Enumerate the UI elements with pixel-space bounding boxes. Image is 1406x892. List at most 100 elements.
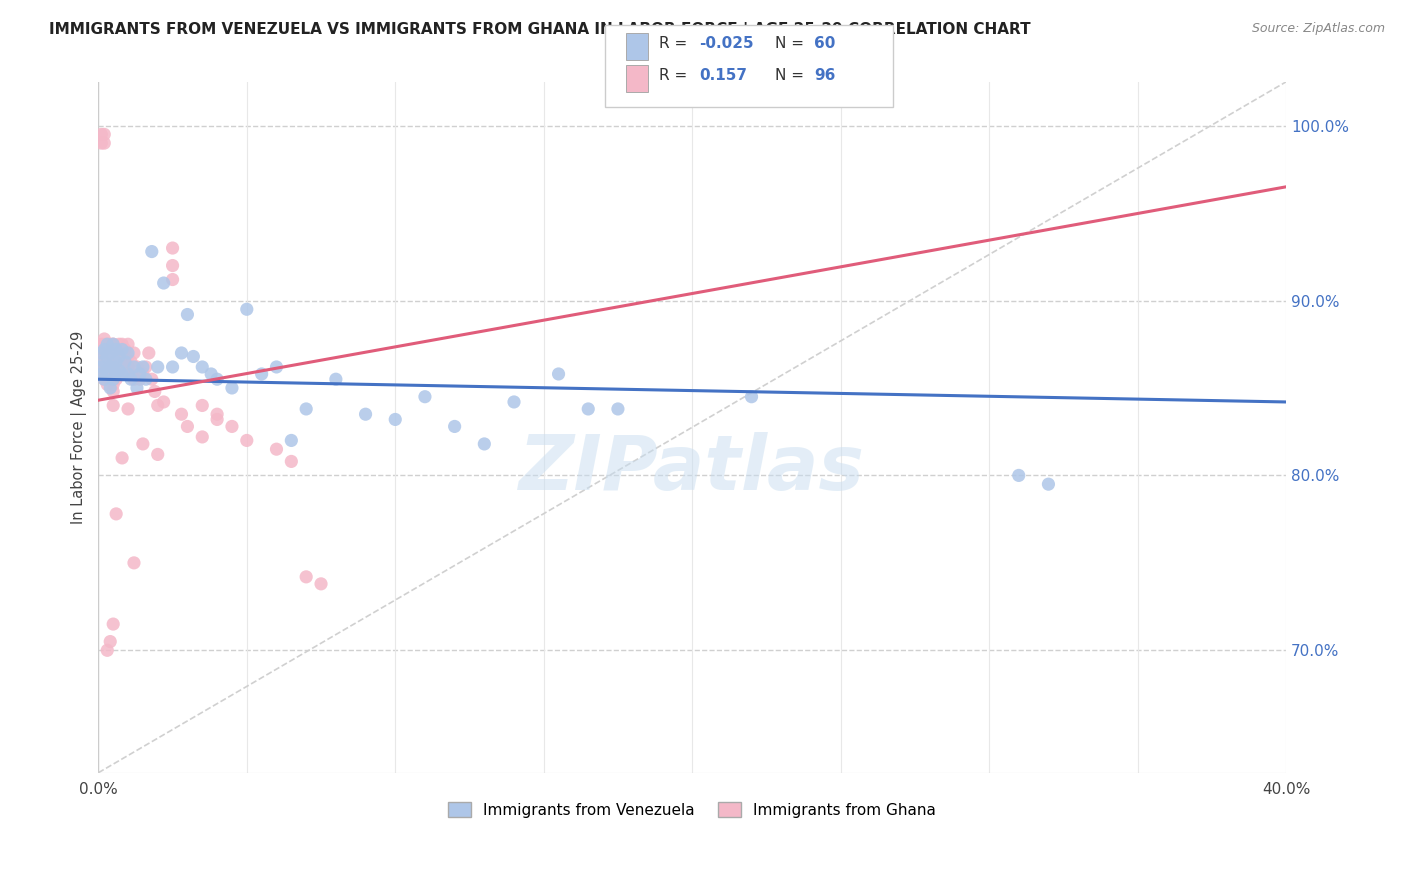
Point [98,346,121,360]
Point [606,401,628,416]
Point [105,372,128,386]
Point [105,367,128,381]
Point [103,346,125,360]
Point [114,343,136,357]
Point [117,346,139,360]
Point [98,381,121,395]
Point [103,617,125,632]
Point [135,372,157,386]
Point [114,355,136,369]
Point [309,577,332,591]
Point [146,359,169,374]
Text: 60: 60 [814,37,835,51]
Point [280,434,302,448]
Point [120,367,142,381]
Point [183,350,205,364]
Point [236,434,259,448]
Point [141,372,163,386]
Text: 0.157: 0.157 [699,69,747,83]
Point [325,372,347,386]
Point [96,350,118,364]
Point [98,634,121,648]
Point [103,359,125,374]
Point [105,507,128,521]
Point [384,412,406,426]
Point [138,346,160,360]
Point [105,355,128,369]
Point [108,350,131,364]
Point [93,355,115,369]
Point [96,359,118,374]
Text: IMMIGRANTS FROM VENEZUELA VS IMMIGRANTS FROM GHANA IN LABOR FORCE | AGE 25-29 CO: IMMIGRANTS FROM VENEZUELA VS IMMIGRANTS … [49,22,1031,38]
Point [105,359,128,374]
Point [132,437,155,451]
Text: 96: 96 [814,69,835,83]
Point [96,363,118,377]
Point [103,377,125,392]
Text: R =: R = [659,69,697,83]
Point [93,346,115,360]
Point [120,372,142,386]
Point [117,337,139,351]
Point [162,359,184,374]
Point [122,372,145,386]
Point [152,395,174,409]
Point [354,407,377,421]
Point [90,346,112,360]
Point [122,359,145,374]
Point [122,346,145,360]
Point [221,419,243,434]
Point [103,359,125,374]
Point [191,359,214,374]
Point [90,346,112,360]
Point [117,401,139,416]
Point [108,367,131,381]
Point [103,367,125,381]
Point [111,346,134,360]
Point [295,401,318,416]
Point [103,384,125,399]
Point [98,372,121,386]
Point [266,359,288,374]
Point [105,355,128,369]
Point [103,337,125,351]
Point [443,419,465,434]
Point [280,454,302,468]
Point [96,337,118,351]
Text: N =: N = [775,37,808,51]
Point [98,367,121,381]
Point [90,359,112,374]
Point [125,359,148,374]
Point [103,346,125,360]
Text: Source: ZipAtlas.com: Source: ZipAtlas.com [1251,22,1385,36]
Point [103,399,125,413]
Point [103,337,125,351]
Point [96,363,118,377]
Point [114,367,136,381]
Point [108,359,131,374]
Point [205,407,228,421]
Point [93,363,115,377]
Point [98,359,121,374]
Point [96,377,118,392]
Point [93,128,115,142]
Point [117,367,139,381]
Point [266,442,288,457]
Point [98,346,121,360]
Point [132,367,155,381]
Point [111,367,134,381]
Legend: Immigrants from Venezuela, Immigrants from Ghana: Immigrants from Venezuela, Immigrants fr… [443,796,942,824]
Point [143,384,166,399]
Point [96,343,118,357]
Point [105,343,128,357]
Point [191,399,214,413]
Point [191,430,214,444]
Point [162,259,184,273]
Point [129,367,152,381]
Point [98,346,121,360]
Point [108,363,131,377]
Point [103,372,125,386]
Point [90,359,112,374]
Point [122,556,145,570]
Point [200,367,222,381]
